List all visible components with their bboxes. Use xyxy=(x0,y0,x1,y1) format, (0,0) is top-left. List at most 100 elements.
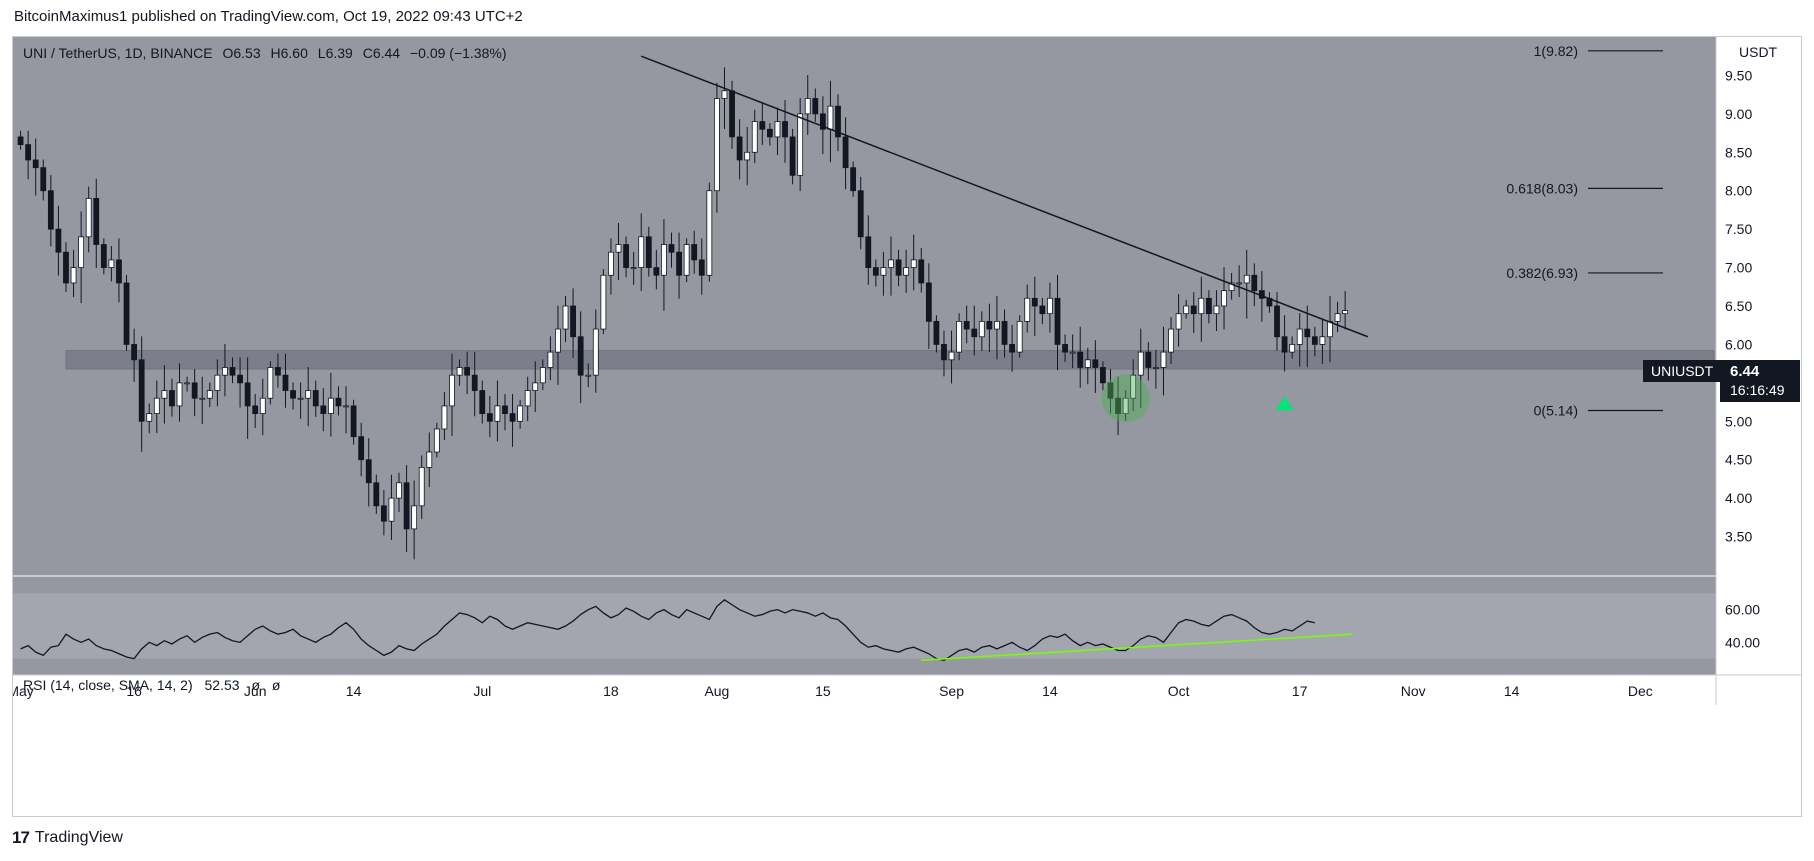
candle-up xyxy=(449,374,455,407)
candle-up xyxy=(146,413,153,422)
time-tick-label: 17 xyxy=(1292,683,1308,699)
candle-up xyxy=(562,305,569,330)
candle-up xyxy=(948,351,955,361)
candle-up xyxy=(396,482,402,499)
candle-down xyxy=(373,482,380,507)
candle-up xyxy=(199,397,206,400)
rsi-tick-label: 60.00 xyxy=(1725,602,1760,618)
candle-up xyxy=(1213,305,1220,315)
high-value: 6.60 xyxy=(280,45,308,61)
candle-up xyxy=(1319,336,1326,345)
candle-down xyxy=(229,367,236,376)
candle-down xyxy=(691,244,698,261)
candle-down xyxy=(1039,305,1046,315)
candle-up xyxy=(608,251,614,276)
open-label: O xyxy=(222,45,234,61)
candle-down xyxy=(138,359,145,422)
candle-down xyxy=(40,167,47,192)
candle-up xyxy=(774,121,781,138)
time-tick-label: Jul xyxy=(473,683,491,699)
candle-down xyxy=(131,344,138,361)
candle-up xyxy=(343,405,349,408)
candle-down xyxy=(1145,351,1152,368)
close-label: C xyxy=(362,45,373,61)
price-tick-label: 6.00 xyxy=(1725,336,1752,352)
candle-up xyxy=(267,367,274,399)
tradingview-logo[interactable]: 17 TradingView xyxy=(12,828,123,848)
candle-down xyxy=(736,136,743,161)
candle-up xyxy=(1289,344,1296,353)
candle-down xyxy=(1311,336,1318,345)
price-tick-label: 5.00 xyxy=(1725,413,1752,429)
fib-level-label: 0(5.14) xyxy=(1534,403,1578,419)
candle-down xyxy=(759,121,766,130)
candle-up xyxy=(433,428,440,453)
candle-up xyxy=(638,236,645,268)
candle-up xyxy=(630,267,637,269)
candle-up xyxy=(1137,351,1144,376)
price-tick-label: 9.50 xyxy=(1725,67,1752,83)
current-ticker-label: UNIUSDT xyxy=(1643,360,1722,382)
publisher-caption: BitcoinMaximus1 published on TradingView… xyxy=(14,8,523,25)
candle-down xyxy=(100,244,107,268)
candle-up xyxy=(1221,290,1227,307)
time-tick-label: Nov xyxy=(1401,683,1426,699)
chart-frame[interactable]: 1(9.82) 0.618(8.03) 0.382(6.93) 0(5.14) 3.50… xyxy=(12,36,1802,817)
candle-down xyxy=(47,190,54,230)
candle-down xyxy=(191,382,198,399)
candle-down xyxy=(244,382,251,407)
time-tick-label: 15 xyxy=(815,683,831,699)
candle-up xyxy=(1175,313,1182,330)
candle-down xyxy=(93,197,100,245)
candle-down xyxy=(668,244,675,253)
candle-up xyxy=(615,244,622,253)
candle-up xyxy=(721,90,728,99)
candle-down xyxy=(320,405,327,414)
time-tick-label: Sep xyxy=(939,683,964,699)
chart-canvas[interactable]: 1(9.82) 0.618(8.03) 0.382(6.93) 0(5.14) 3.50… xyxy=(13,37,1801,816)
candle-up xyxy=(1047,297,1053,315)
candle-down xyxy=(933,320,940,345)
candle-down xyxy=(335,397,342,407)
rsi-band xyxy=(13,593,1716,659)
time-tick-label: 18 xyxy=(603,683,619,699)
rsi-line xyxy=(20,599,1315,661)
support-zone xyxy=(65,350,1715,370)
low-label: L xyxy=(317,45,326,61)
candle-up xyxy=(524,390,531,407)
current-price-box: 6.44 16:16:49 xyxy=(1720,360,1800,402)
candle-down xyxy=(865,236,872,268)
rsi-divergence-line xyxy=(921,633,1353,662)
candle-down xyxy=(835,105,841,138)
candle-up xyxy=(994,320,1000,330)
candle-down xyxy=(570,305,576,338)
candle-up xyxy=(1153,367,1159,369)
tradingview-mark-icon: 17 xyxy=(12,828,30,847)
candle-down xyxy=(282,374,289,391)
low-value: 6.39 xyxy=(325,45,353,61)
candle-up xyxy=(1084,359,1091,368)
time-tick-label: Oct xyxy=(1168,683,1190,699)
time-tick-label: 16 xyxy=(126,683,142,699)
candle-down xyxy=(971,328,978,338)
candle-down xyxy=(1281,336,1288,353)
candle-down xyxy=(1107,382,1114,399)
candle-down xyxy=(1274,305,1280,338)
price-tick-label: 6.50 xyxy=(1725,298,1752,314)
candle-down xyxy=(237,374,243,384)
candle-down xyxy=(645,236,652,268)
candle-down xyxy=(850,167,857,192)
candle-up xyxy=(661,244,667,276)
candle-down xyxy=(1115,397,1121,415)
candle-down xyxy=(941,344,947,361)
current-price: 6.44 xyxy=(1730,363,1760,380)
candle-up xyxy=(1130,374,1137,399)
candle-down xyxy=(502,405,508,414)
main-pane-bg xyxy=(13,37,1716,575)
candle-down xyxy=(1062,344,1068,353)
candle-up xyxy=(305,390,312,399)
rsi-label: RSI (14, close, SMA, 14, 2) xyxy=(23,677,193,693)
candle-down xyxy=(782,121,788,138)
candle-up xyxy=(585,374,592,377)
candle-up xyxy=(327,397,334,415)
